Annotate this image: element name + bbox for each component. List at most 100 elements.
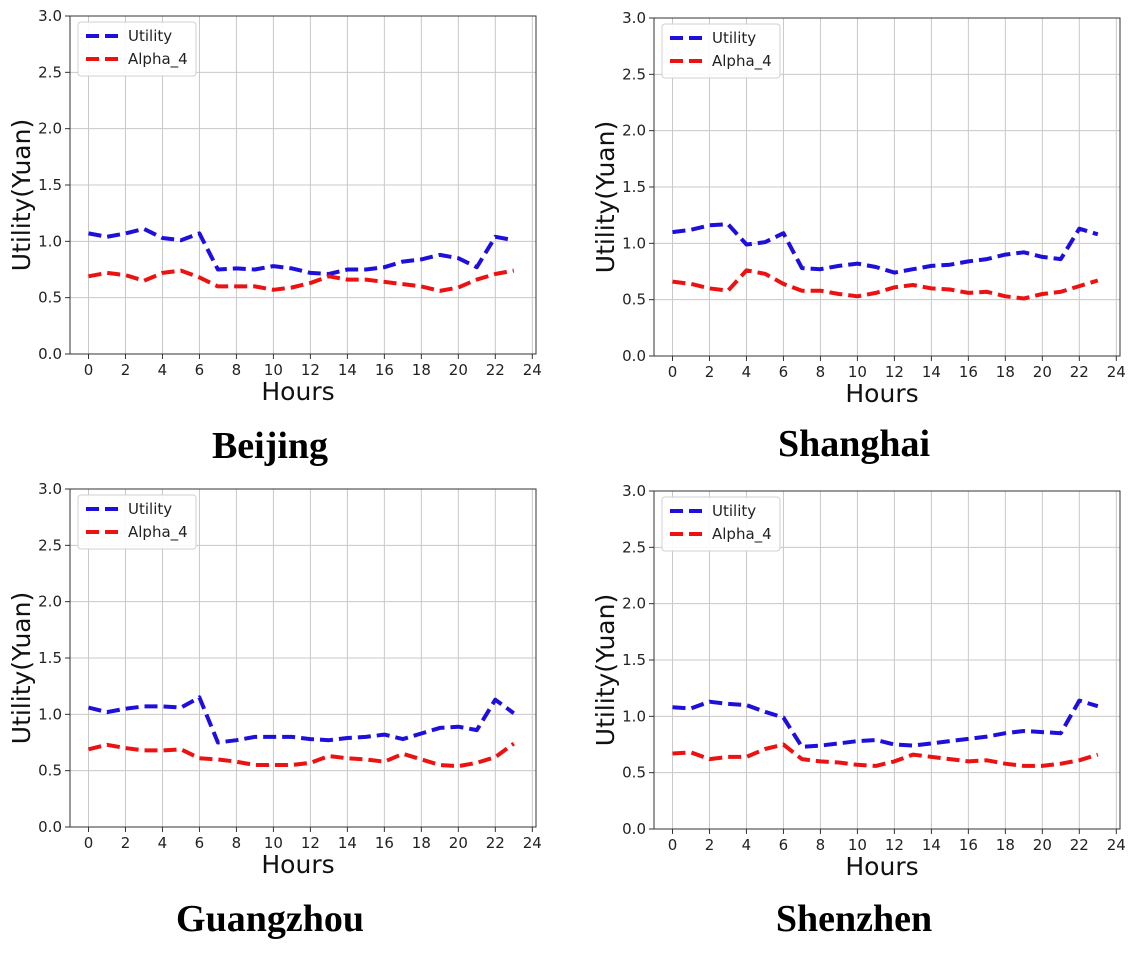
legend-label: Alpha_4 [712, 52, 772, 71]
series-line-utility [672, 698, 1099, 749]
x-tick-label: 10 [264, 361, 283, 379]
legend: Utility Alpha_4 [77, 21, 197, 77]
x-tick-label: 20 [449, 361, 468, 379]
y-tick-label: 1.5 [38, 176, 62, 194]
chart-panel-shenzhen: 0 2 4 6 8 10 12 14 16 18 20 22 24 0.0 0.5 1.0 1.5 2.0 2.5 3… [584, 475, 1133, 956]
x-tick-label: 20 [1033, 836, 1052, 854]
y-tick-label: 3.0 [622, 9, 646, 27]
x-tick-label: 24 [523, 834, 542, 852]
y-tick-label: 0.5 [38, 289, 62, 307]
y-tick-label: 1.0 [622, 707, 646, 725]
x-tick-label: 12 [885, 363, 904, 381]
y-tick-label: 0.0 [38, 345, 62, 363]
y-tick-label: 0.0 [38, 818, 62, 836]
x-tick-label: 8 [816, 836, 826, 854]
x-tick-label: 16 [375, 834, 394, 852]
chart-panel-shanghai: 0 2 4 6 8 10 12 14 16 18 20 22 24 0.0 0.5 1.0 1.5 2.0 2.5 3… [584, 2, 1133, 483]
x-tick-label: 14 [338, 361, 357, 379]
x-tick-label: 8 [232, 834, 242, 852]
legend-label: Utility [712, 502, 756, 520]
y-tick-label: 0.5 [622, 764, 646, 782]
y-tick-label: 3.0 [38, 480, 62, 498]
x-axis-label: Hours [845, 852, 918, 881]
y-tick-label: 1.0 [38, 232, 62, 250]
legend-label: Alpha_4 [712, 525, 772, 544]
x-tick-label: 14 [922, 836, 941, 854]
y-axis-label: Utility(Yuan) [7, 592, 36, 744]
y-tick-label: 2.0 [38, 120, 62, 138]
y-tick-label: 0.0 [622, 820, 646, 838]
chart-caption: Shanghai [777, 423, 931, 465]
y-tick-label: 1.5 [38, 649, 62, 667]
x-tick-label: 18 [412, 361, 431, 379]
x-tick-label: 18 [412, 834, 431, 852]
x-tick-label: 4 [158, 361, 168, 379]
y-tick-label: 0.5 [622, 291, 646, 309]
y-tick-label: 2.5 [38, 63, 62, 81]
y-tick-label: 1.5 [622, 651, 646, 669]
x-tick-label: 20 [1033, 363, 1052, 381]
x-tick-label: 2 [705, 836, 715, 854]
y-tick-label: 1.0 [38, 705, 62, 723]
x-tick-label: 12 [885, 836, 904, 854]
x-tick-label: 6 [195, 361, 205, 379]
x-tick-label: 12 [301, 361, 320, 379]
y-tick-label: 2.0 [622, 122, 646, 140]
x-tick-label: 22 [1070, 836, 1089, 854]
x-tick-label: 18 [996, 836, 1015, 854]
x-tick-label: 4 [158, 834, 168, 852]
chart-caption: Guangzhou [176, 898, 364, 940]
chart-caption: Shenzhen [775, 898, 933, 940]
x-tick-label: 4 [742, 836, 752, 854]
x-tick-label: 24 [1107, 836, 1126, 854]
legend-label: Alpha_4 [128, 50, 188, 69]
chart-panel-beijing: 0 2 4 6 8 10 12 14 16 18 20 22 24 0.0 0.5 1.0 1.5 2.0 2.5 3… [0, 0, 566, 481]
x-tick-label: 24 [1107, 363, 1126, 381]
series-line-alpha-4 [672, 742, 1099, 768]
y-tick-label: 3.0 [622, 482, 646, 500]
series-line-utility [88, 226, 515, 276]
x-tick-label: 18 [996, 363, 1015, 381]
x-tick-label: 6 [195, 834, 205, 852]
y-tick-label: 3.0 [38, 7, 62, 25]
x-tick-label: 0 [84, 834, 94, 852]
y-axis-label: Utility(Yuan) [591, 594, 620, 746]
x-tick-label: 0 [84, 361, 94, 379]
x-axis-label: Hours [261, 377, 334, 406]
y-axis-label: Utility(Yuan) [591, 121, 620, 273]
x-tick-label: 16 [375, 361, 394, 379]
x-tick-label: 16 [959, 363, 978, 381]
legend: Utility Alpha_4 [661, 23, 781, 79]
y-tick-label: 2.0 [38, 593, 62, 611]
series-line-alpha-4 [88, 741, 515, 769]
chart-svg: 0 2 4 6 8 10 12 14 16 18 20 22 240.00.51.01.52.02.53… [7, 7, 542, 406]
legend-label: Utility [128, 500, 172, 518]
x-tick-label: 2 [121, 834, 131, 852]
series-line-alpha-4 [88, 268, 515, 293]
y-axis-label: Utility(Yuan) [7, 119, 36, 271]
x-axis-label: Hours [845, 379, 918, 408]
y-tick-label: 0.0 [622, 347, 646, 365]
chart-panel-guangzhou: 0 2 4 6 8 10 12 14 16 18 20 22 24 0.0 0.5 1.0 1.5 2.0 2.5 3… [0, 473, 566, 954]
x-tick-label: 16 [959, 836, 978, 854]
x-tick-label: 8 [816, 363, 826, 381]
x-tick-label: 8 [232, 361, 242, 379]
y-tick-label: 1.5 [622, 178, 646, 196]
chart-svg: 0 2 4 6 8 10 12 14 16 18 20 22 240.00.51.01.52.02.53… [591, 9, 1126, 408]
y-tick-label: 1.0 [622, 234, 646, 252]
x-axis-label: Hours [261, 850, 334, 879]
x-tick-label: 10 [848, 836, 867, 854]
x-tick-label: 14 [922, 363, 941, 381]
x-tick-label: 10 [848, 363, 867, 381]
series-line-utility [88, 695, 515, 745]
chart-svg: 0 2 4 6 8 10 12 14 16 18 20 22 240.00.51.01.52.02.53… [591, 482, 1126, 881]
x-tick-label: 10 [264, 834, 283, 852]
legend: Utility Alpha_4 [661, 496, 781, 552]
chart-caption: Beijing [211, 425, 329, 467]
x-tick-label: 20 [449, 834, 468, 852]
x-tick-label: 4 [742, 363, 752, 381]
chart-svg: 0 2 4 6 8 10 12 14 16 18 20 22 240.00.51.01.52.02.53… [7, 480, 542, 879]
x-tick-label: 22 [486, 361, 505, 379]
legend-label: Utility [128, 27, 172, 45]
y-tick-label: 2.5 [38, 536, 62, 554]
